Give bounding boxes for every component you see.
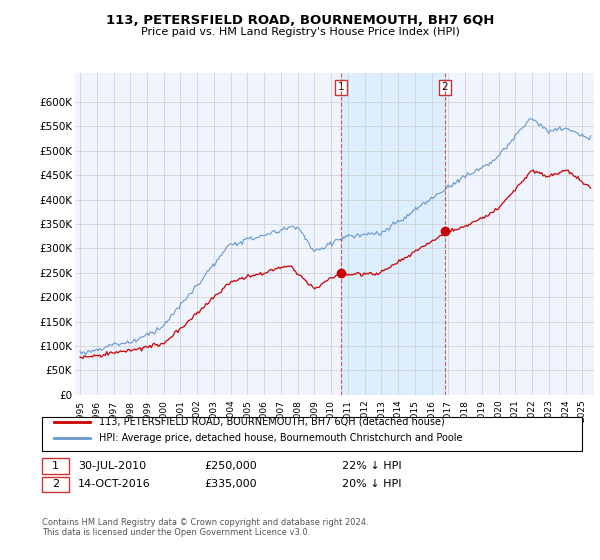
Text: 1: 1 — [338, 82, 344, 92]
Text: 2: 2 — [52, 479, 59, 489]
Text: Contains HM Land Registry data © Crown copyright and database right 2024.
This d: Contains HM Land Registry data © Crown c… — [42, 518, 368, 538]
Text: £250,000: £250,000 — [204, 461, 257, 471]
Text: 30-JUL-2010: 30-JUL-2010 — [78, 461, 146, 471]
Text: Price paid vs. HM Land Registry's House Price Index (HPI): Price paid vs. HM Land Registry's House … — [140, 27, 460, 37]
Text: 1: 1 — [52, 461, 59, 471]
Text: 2: 2 — [442, 82, 448, 92]
Text: £335,000: £335,000 — [204, 479, 257, 489]
Text: HPI: Average price, detached house, Bournemouth Christchurch and Poole: HPI: Average price, detached house, Bour… — [99, 433, 463, 444]
Text: 20% ↓ HPI: 20% ↓ HPI — [342, 479, 401, 489]
Text: 22% ↓ HPI: 22% ↓ HPI — [342, 461, 401, 471]
Bar — [341, 73, 445, 395]
Text: 113, PETERSFIELD ROAD, BOURNEMOUTH, BH7 6QH: 113, PETERSFIELD ROAD, BOURNEMOUTH, BH7 … — [106, 14, 494, 27]
Text: 14-OCT-2016: 14-OCT-2016 — [78, 479, 151, 489]
Text: 113, PETERSFIELD ROAD, BOURNEMOUTH, BH7 6QH (detached house): 113, PETERSFIELD ROAD, BOURNEMOUTH, BH7 … — [99, 417, 445, 427]
